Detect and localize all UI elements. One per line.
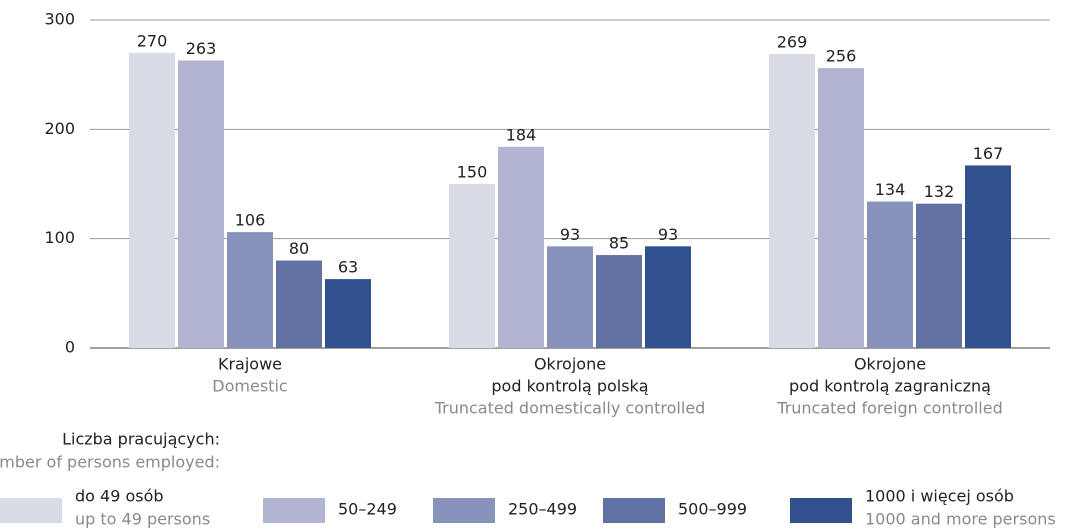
value-label: 93	[658, 225, 678, 244]
value-label: 80	[289, 239, 309, 258]
legend-swatch	[263, 498, 325, 523]
legend-label: 1000 i więcej osób	[865, 487, 1014, 506]
legend-swatch	[433, 498, 495, 523]
bar	[129, 52, 175, 349]
bar	[769, 53, 815, 348]
bar	[498, 146, 544, 348]
bar	[818, 68, 864, 349]
y-tick-label: 100	[44, 228, 75, 247]
value-label: 184	[506, 125, 537, 144]
bar	[449, 184, 495, 348]
legend-title-en: Number of persons employed:	[0, 453, 220, 472]
y-tick-label: 0	[65, 338, 75, 357]
x-tick-label: Okrojone	[534, 355, 606, 374]
y-tick-label: 200	[44, 119, 75, 138]
value-label: 270	[137, 31, 168, 50]
x-tick-label: Okrojone	[854, 355, 926, 374]
legend-label-en: 1000 and more persons	[865, 510, 1056, 529]
value-label: 106	[235, 211, 266, 230]
value-label: 132	[924, 182, 955, 201]
y-tick-label: 300	[44, 10, 75, 29]
x-tick-label: pod kontrolą polską	[491, 377, 648, 396]
legend-swatch	[790, 498, 852, 523]
bar	[227, 232, 273, 348]
x-tick-label-en: Truncated domestically controlled	[434, 399, 706, 418]
x-tick-label-en: Truncated foreign controlled	[776, 399, 1002, 418]
value-label: 256	[826, 47, 857, 66]
x-tick-label: Krajowe	[218, 355, 282, 374]
legend-label: 50–249	[338, 500, 397, 519]
value-label: 269	[777, 32, 808, 51]
bar	[965, 165, 1011, 348]
bar	[178, 60, 224, 348]
legend-label: 500–999	[678, 500, 747, 519]
legend-label: 250–499	[508, 500, 577, 519]
bar	[276, 260, 322, 348]
legend-swatch	[603, 498, 665, 523]
value-label: 85	[609, 234, 629, 253]
value-label: 150	[457, 163, 488, 182]
bar	[916, 203, 962, 348]
value-label: 63	[338, 258, 358, 277]
legend-swatch	[0, 498, 62, 523]
bar	[645, 246, 691, 348]
legend-title: Liczba pracujących:	[62, 430, 220, 449]
bar	[325, 279, 371, 348]
x-tick-label-en: Domestic	[212, 377, 287, 396]
value-label: 167	[973, 144, 1004, 163]
value-label: 93	[560, 225, 580, 244]
bar	[867, 201, 913, 348]
x-tick-label: pod kontrolą zagraniczną	[789, 377, 991, 396]
legend-label-en: up to 49 persons	[75, 510, 210, 529]
value-label: 134	[875, 180, 906, 199]
value-label: 263	[186, 39, 217, 58]
bar	[596, 255, 642, 348]
legend-label: do 49 osób	[75, 487, 164, 506]
bar	[547, 246, 593, 348]
